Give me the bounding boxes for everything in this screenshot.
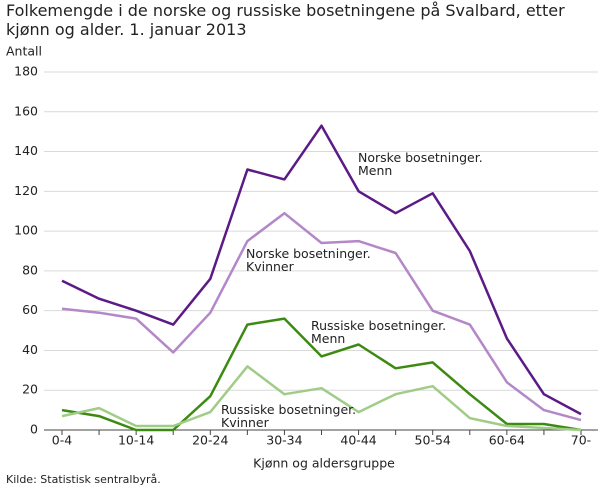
series-label-line: Norske bosetninger. — [358, 150, 483, 165]
series-line — [61, 365, 582, 432]
series-label-line: Kvinner — [246, 259, 295, 274]
series-label: Norske bosetninger. Kvinner — [246, 246, 371, 274]
series-label-line: Russiske bosetninger. — [221, 402, 356, 417]
y-tick-label: 0 — [30, 422, 38, 437]
series-label: Norske bosetninger. Menn — [358, 150, 483, 178]
x-axis-label: Kjønn og aldersgruppe — [253, 456, 395, 471]
series-line — [61, 211, 582, 422]
x-tick-label: 50-54 — [415, 433, 451, 448]
x-tick-label: 0-4 — [52, 433, 72, 448]
x-tick-label: 60-64 — [489, 433, 525, 448]
y-tick-label: 60 — [22, 302, 38, 317]
y-axis-label: Antall — [6, 44, 42, 59]
series-line — [61, 124, 582, 416]
x-tick-label: 20-24 — [192, 433, 228, 448]
y-tick-label: 20 — [22, 382, 38, 397]
series-label-line: Kvinner — [221, 415, 270, 430]
y-tick-label: 40 — [22, 342, 38, 357]
x-tick-label: 30-34 — [266, 433, 302, 448]
y-tick-label: 160 — [14, 103, 38, 118]
chart-title: Folkemengde i de norske og russiske bose… — [6, 1, 565, 39]
series-label-line: Norske bosetninger. — [246, 246, 371, 261]
y-tick-label: 180 — [14, 64, 38, 79]
x-tick-label: 40-44 — [340, 433, 376, 448]
series-label-line: Menn — [311, 331, 345, 346]
y-tick-label: 80 — [22, 262, 38, 277]
y-tick-label: 140 — [14, 143, 38, 158]
series-label: Russiske bosetninger. Kvinner — [221, 402, 356, 430]
series-label: Russiske bosetninger. Menn — [311, 318, 446, 346]
series-label-line: Menn — [358, 163, 392, 178]
series-line — [61, 317, 582, 432]
y-tick-label: 100 — [14, 223, 38, 238]
source: Kilde: Statistisk sentralbyrå. — [6, 473, 161, 486]
y-tick-label: 120 — [14, 183, 38, 198]
x-tick-label: 10-14 — [118, 433, 154, 448]
series-label-line: Russiske bosetninger. — [311, 318, 446, 333]
x-tick-label: 70- — [571, 433, 591, 448]
